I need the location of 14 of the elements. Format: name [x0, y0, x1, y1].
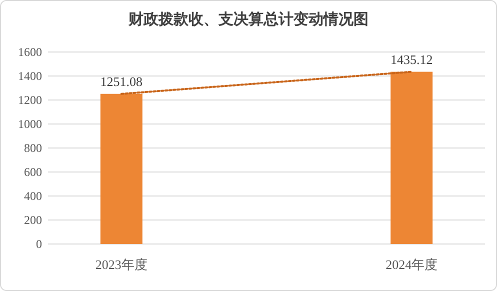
- y-tick-label: 1000: [18, 117, 42, 132]
- y-tick-label: 400: [24, 189, 42, 204]
- y-tick-label: 600: [24, 165, 42, 180]
- y-tick-label: 200: [24, 213, 42, 228]
- data-label: 1435.12: [390, 52, 433, 67]
- y-tick-label: 0: [36, 237, 42, 252]
- y-tick-label: 1400: [18, 69, 42, 84]
- y-tick-label: 1600: [18, 45, 42, 60]
- data-label: 1251.08: [100, 74, 143, 89]
- x-tick-label: 2023年度: [95, 257, 148, 272]
- y-tick-label: 1200: [18, 93, 42, 108]
- x-tick-label: 2024年度: [386, 257, 438, 272]
- chart-title: 财政拨款收、支决算总计变动情况图: [128, 10, 368, 28]
- y-tick-label: 800: [24, 141, 42, 156]
